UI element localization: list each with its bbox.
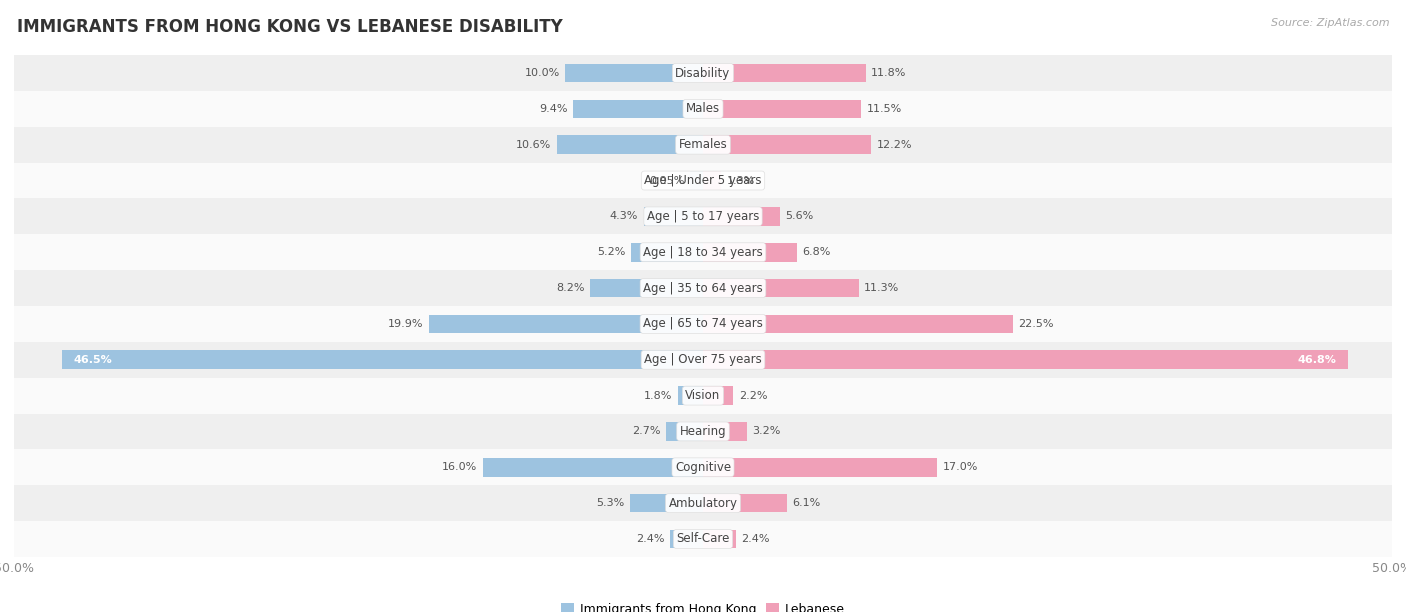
Text: Cognitive: Cognitive bbox=[675, 461, 731, 474]
Bar bbox=[666, 422, 703, 441]
Text: Self-Care: Self-Care bbox=[676, 532, 730, 545]
Bar bbox=[14, 91, 1392, 127]
Text: 22.5%: 22.5% bbox=[1018, 319, 1054, 329]
Bar bbox=[14, 378, 1392, 414]
Bar bbox=[703, 100, 862, 118]
Bar bbox=[574, 100, 703, 118]
Bar bbox=[703, 494, 787, 512]
Bar bbox=[703, 135, 872, 154]
Bar bbox=[703, 64, 866, 83]
Text: 6.8%: 6.8% bbox=[803, 247, 831, 257]
Bar bbox=[703, 386, 734, 405]
Bar bbox=[62, 351, 703, 369]
Bar bbox=[429, 315, 703, 334]
Text: Source: ZipAtlas.com: Source: ZipAtlas.com bbox=[1271, 18, 1389, 28]
Bar bbox=[644, 207, 703, 226]
Bar bbox=[630, 494, 703, 512]
Text: 0.95%: 0.95% bbox=[650, 176, 685, 185]
Bar bbox=[14, 270, 1392, 306]
Text: Age | Over 75 years: Age | Over 75 years bbox=[644, 353, 762, 366]
Text: 5.6%: 5.6% bbox=[786, 211, 814, 222]
Text: 2.2%: 2.2% bbox=[738, 390, 768, 401]
Bar bbox=[631, 243, 703, 261]
Bar bbox=[14, 414, 1392, 449]
Text: 46.8%: 46.8% bbox=[1298, 355, 1337, 365]
Bar bbox=[703, 458, 938, 477]
Bar bbox=[14, 306, 1392, 342]
Text: Ambulatory: Ambulatory bbox=[668, 497, 738, 510]
Text: Age | Under 5 years: Age | Under 5 years bbox=[644, 174, 762, 187]
Text: 2.7%: 2.7% bbox=[631, 427, 661, 436]
Bar bbox=[14, 198, 1392, 234]
Text: 11.5%: 11.5% bbox=[868, 104, 903, 114]
Text: Age | 5 to 17 years: Age | 5 to 17 years bbox=[647, 210, 759, 223]
Text: 10.0%: 10.0% bbox=[524, 68, 560, 78]
Text: 11.3%: 11.3% bbox=[865, 283, 900, 293]
Text: 12.2%: 12.2% bbox=[876, 140, 912, 150]
Bar bbox=[565, 64, 703, 83]
Bar bbox=[703, 207, 780, 226]
Bar bbox=[703, 315, 1012, 334]
Text: 1.8%: 1.8% bbox=[644, 390, 672, 401]
Bar bbox=[14, 485, 1392, 521]
Bar bbox=[703, 529, 737, 548]
Bar bbox=[14, 521, 1392, 557]
Text: IMMIGRANTS FROM HONG KONG VS LEBANESE DISABILITY: IMMIGRANTS FROM HONG KONG VS LEBANESE DI… bbox=[17, 18, 562, 36]
Bar bbox=[678, 386, 703, 405]
Text: 5.3%: 5.3% bbox=[596, 498, 624, 508]
Bar bbox=[703, 243, 797, 261]
Bar bbox=[557, 135, 703, 154]
Text: Hearing: Hearing bbox=[679, 425, 727, 438]
Text: Males: Males bbox=[686, 102, 720, 115]
Bar bbox=[14, 163, 1392, 198]
Text: 9.4%: 9.4% bbox=[540, 104, 568, 114]
Text: 2.4%: 2.4% bbox=[636, 534, 665, 544]
Text: Age | 18 to 34 years: Age | 18 to 34 years bbox=[643, 246, 763, 259]
Text: 3.2%: 3.2% bbox=[752, 427, 780, 436]
Bar bbox=[14, 234, 1392, 270]
Bar bbox=[669, 529, 703, 548]
Bar bbox=[14, 342, 1392, 378]
Text: Disability: Disability bbox=[675, 67, 731, 80]
Text: Age | 35 to 64 years: Age | 35 to 64 years bbox=[643, 282, 763, 294]
Bar bbox=[703, 278, 859, 297]
Text: 19.9%: 19.9% bbox=[388, 319, 423, 329]
Text: 10.6%: 10.6% bbox=[516, 140, 551, 150]
Legend: Immigrants from Hong Kong, Lebanese: Immigrants from Hong Kong, Lebanese bbox=[561, 603, 845, 612]
Text: 16.0%: 16.0% bbox=[441, 462, 477, 472]
Bar bbox=[14, 55, 1392, 91]
Text: 11.8%: 11.8% bbox=[872, 68, 907, 78]
Text: 17.0%: 17.0% bbox=[943, 462, 979, 472]
Bar bbox=[703, 351, 1348, 369]
Text: Age | 65 to 74 years: Age | 65 to 74 years bbox=[643, 318, 763, 330]
Bar bbox=[703, 171, 721, 190]
Text: Females: Females bbox=[679, 138, 727, 151]
Text: 6.1%: 6.1% bbox=[793, 498, 821, 508]
Text: 5.2%: 5.2% bbox=[598, 247, 626, 257]
Text: 46.5%: 46.5% bbox=[73, 355, 112, 365]
Bar bbox=[690, 171, 703, 190]
Bar bbox=[482, 458, 703, 477]
Text: 2.4%: 2.4% bbox=[741, 534, 770, 544]
Text: 1.3%: 1.3% bbox=[727, 176, 755, 185]
Text: 8.2%: 8.2% bbox=[555, 283, 585, 293]
Text: 4.3%: 4.3% bbox=[610, 211, 638, 222]
Bar bbox=[591, 278, 703, 297]
Bar bbox=[703, 422, 747, 441]
Bar bbox=[14, 449, 1392, 485]
Text: Vision: Vision bbox=[685, 389, 721, 402]
Bar bbox=[14, 127, 1392, 163]
